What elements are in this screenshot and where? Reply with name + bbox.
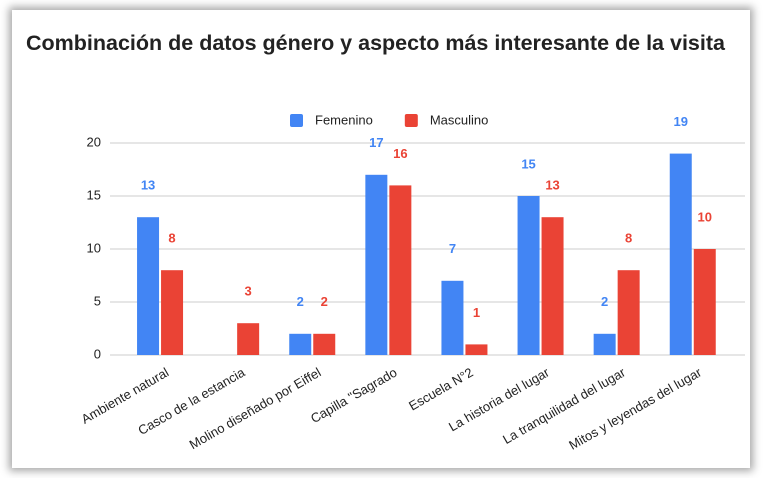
bar xyxy=(669,153,692,355)
legend-label: Femenino xyxy=(315,112,373,127)
bar xyxy=(365,174,388,355)
y-tick-label: 0 xyxy=(94,346,101,361)
x-tick-label: Mitos y leyendas del lugar xyxy=(566,364,704,452)
legend-label: Masculino xyxy=(430,112,489,127)
x-tick-label: Capilla "Sagrado xyxy=(308,365,400,427)
bar xyxy=(465,344,488,355)
x-tick-label: La tranquilidad del lugar xyxy=(500,364,628,447)
bar xyxy=(237,323,260,355)
x-tick-label: Escuela N°2 xyxy=(406,365,476,414)
value-label: 2 xyxy=(601,294,608,309)
bar xyxy=(137,217,160,355)
value-label: 13 xyxy=(545,178,559,193)
value-label: 16 xyxy=(393,146,407,161)
bar xyxy=(441,280,464,355)
value-label: 17 xyxy=(369,135,383,150)
bar xyxy=(617,270,640,355)
legend-swatch xyxy=(290,114,303,127)
value-label: 7 xyxy=(449,241,456,256)
value-label: 3 xyxy=(245,284,252,299)
bar xyxy=(693,249,716,355)
y-tick-label: 20 xyxy=(87,134,101,149)
value-label: 19 xyxy=(674,114,688,129)
value-label: 8 xyxy=(625,231,632,246)
bar xyxy=(313,333,336,355)
x-tick-label: Molino diseñado por Eiffel xyxy=(187,365,324,453)
bar xyxy=(289,333,312,355)
value-label: 2 xyxy=(297,294,304,309)
value-label: 1 xyxy=(473,305,480,320)
value-label: 2 xyxy=(321,294,328,309)
value-label: 8 xyxy=(168,231,175,246)
value-label: 10 xyxy=(698,209,712,224)
bar xyxy=(517,196,540,355)
bar xyxy=(389,185,412,355)
bar xyxy=(161,270,184,355)
y-tick-label: 15 xyxy=(87,187,101,202)
bar xyxy=(541,217,564,355)
y-tick-label: 10 xyxy=(87,240,101,255)
y-tick-label: 5 xyxy=(94,293,101,308)
bar xyxy=(593,333,616,355)
chart-title: Combinación de datos género y aspecto má… xyxy=(26,31,725,55)
value-label: 15 xyxy=(521,156,535,171)
legend-swatch xyxy=(404,114,418,127)
value-label: 13 xyxy=(141,178,155,193)
